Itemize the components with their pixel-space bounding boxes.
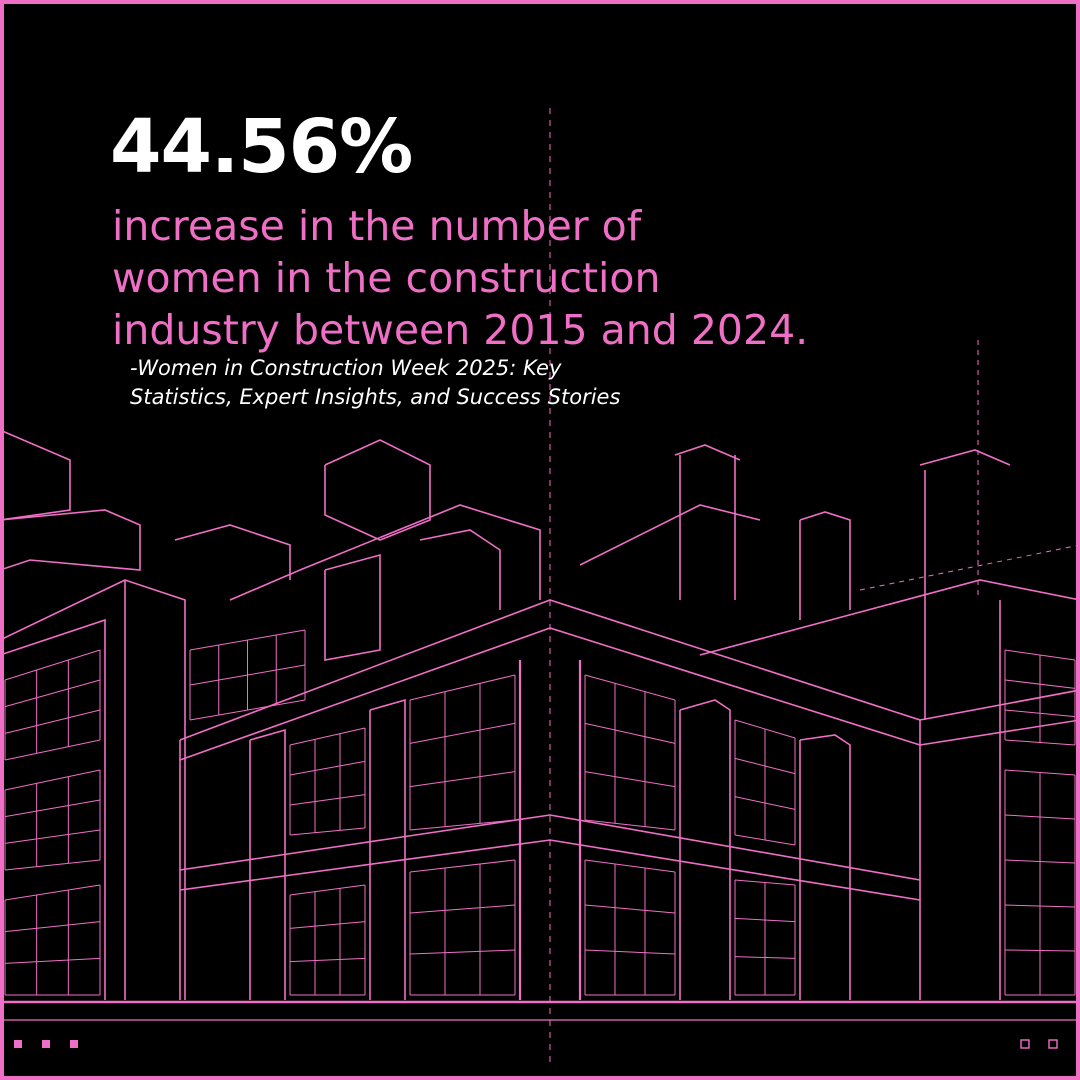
- window-line: [409, 819, 516, 831]
- window-line: [189, 664, 306, 686]
- window-line: [734, 719, 796, 739]
- window-line: [584, 859, 676, 873]
- window-line: [409, 674, 516, 701]
- window-line: [1004, 949, 1076, 952]
- window-line: [289, 727, 366, 746]
- window-line: [289, 957, 366, 963]
- window-line: [189, 699, 306, 721]
- window-line: [734, 917, 796, 923]
- window-line: [4, 859, 101, 871]
- window-line: [409, 722, 516, 744]
- window-line: [4, 739, 101, 761]
- window-line: [289, 794, 366, 806]
- building-illustration: [4, 108, 1076, 1065]
- headline: 44.56%: [110, 104, 413, 190]
- window-line: [4, 649, 101, 681]
- window-line: [1004, 769, 1076, 776]
- window-line: [734, 757, 796, 775]
- window-line: [4, 921, 101, 933]
- window-line: [584, 771, 676, 788]
- window-line: [409, 771, 516, 788]
- window-line: [584, 674, 676, 701]
- window-line: [409, 904, 516, 914]
- window-line: [289, 827, 366, 836]
- window-line: [734, 956, 796, 959]
- window-line: [1004, 904, 1076, 908]
- body-text: increase in the number of women in the c…: [112, 200, 808, 356]
- window-line: [734, 796, 796, 810]
- source: -Women in Construction Week 2025: Key St…: [130, 354, 620, 412]
- window-line: [734, 879, 796, 886]
- window-line: [1004, 739, 1076, 746]
- window-line: [1004, 649, 1076, 661]
- body-line: increase in the number of: [112, 202, 642, 250]
- window-line: [189, 629, 306, 651]
- window-line: [4, 799, 101, 818]
- window-line: [1004, 814, 1076, 820]
- window-line: [1004, 859, 1076, 864]
- window-line: [4, 884, 101, 901]
- window-line: [289, 921, 366, 929]
- window-line: [409, 859, 516, 873]
- window-line: [584, 949, 676, 955]
- window-line: [734, 834, 796, 846]
- source-line: -Women in Construction Week 2025: Key: [130, 356, 562, 380]
- window-line: [584, 819, 676, 831]
- window-line: [4, 769, 101, 791]
- window-line: [4, 709, 101, 734]
- window-line: [4, 829, 101, 844]
- window-line: [1004, 679, 1076, 689]
- window-line: [289, 760, 366, 776]
- window-line: [4, 679, 101, 708]
- body-line: industry between 2015 and 2024.: [112, 306, 809, 354]
- window-line: [584, 904, 676, 914]
- body-line: women in the construction: [112, 254, 661, 302]
- window-line: [584, 722, 676, 744]
- window-line: [1004, 709, 1076, 718]
- window-line: [409, 949, 516, 955]
- window-line: [289, 884, 366, 896]
- window-line: [4, 957, 101, 964]
- source-line: Statistics, Expert Insights, and Success…: [130, 385, 621, 409]
